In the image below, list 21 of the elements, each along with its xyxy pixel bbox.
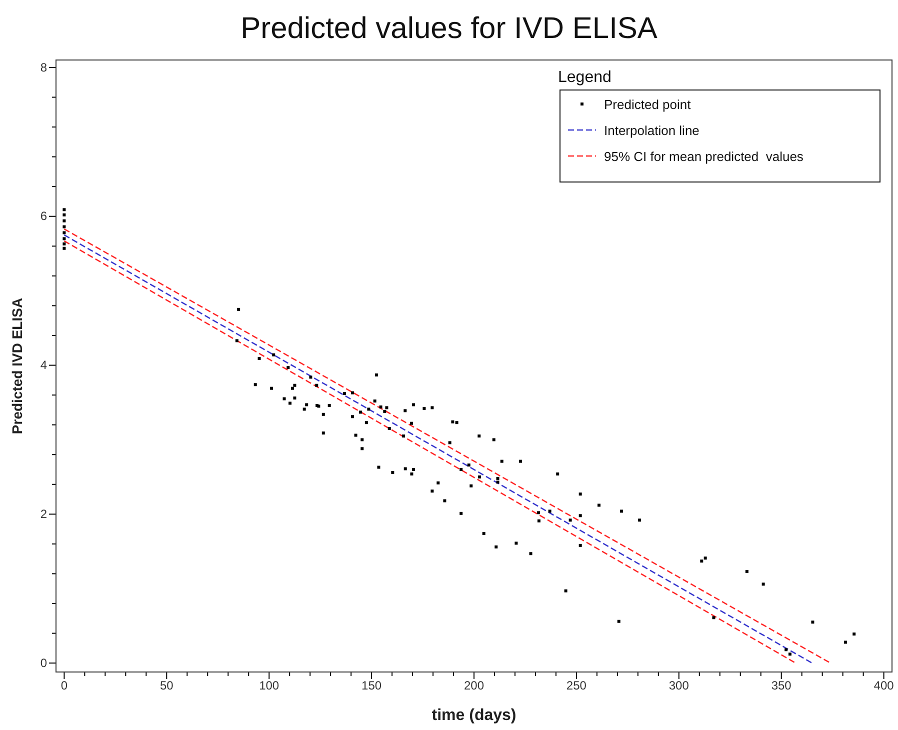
x-tick-label: 300: [668, 678, 690, 693]
y-tick-label: 4: [40, 358, 48, 372]
y-tick-label: 8: [40, 60, 48, 74]
y-tick-label: 2: [40, 507, 48, 521]
x-tick-label: 200: [464, 678, 484, 693]
x-tick-label: 250: [566, 678, 587, 693]
x-tick-label: 350: [771, 678, 792, 693]
y-tick-label: 6: [40, 209, 48, 224]
legend-label: Predicted point: [604, 97, 692, 112]
legend-title: Legend: [558, 69, 612, 86]
x-tick-label: 400: [874, 678, 894, 693]
chart-title: Predicted values for IVD ELISA: [240, 12, 658, 45]
x-tick-label: 150: [362, 678, 382, 693]
y-tick-label: 0: [40, 656, 48, 670]
x-tick-label: 100: [259, 678, 280, 693]
x-axis-title: time (days): [432, 707, 516, 724]
x-tick-label: 0: [60, 678, 68, 693]
legend-label: Interpolation line: [604, 123, 700, 138]
legend-label: 95% CI for mean predicted values: [604, 149, 804, 164]
x-tick-label: 50: [160, 678, 174, 693]
y-axis-title: Predicted IVD ELISA: [9, 298, 25, 434]
